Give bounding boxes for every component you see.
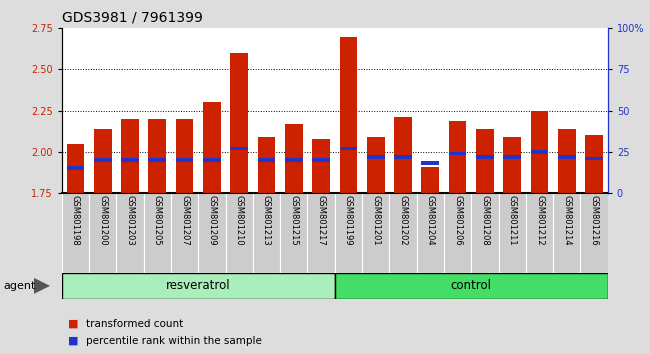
Text: GSM801200: GSM801200 (98, 195, 107, 246)
Bar (94, 129, 112, 193)
Bar (257, 158, 276, 162)
Bar (335, 193, 362, 273)
Text: GSM801210: GSM801210 (235, 195, 244, 246)
Bar (421, 161, 439, 165)
Bar (394, 117, 412, 193)
Text: GSM801215: GSM801215 (289, 195, 298, 246)
Text: resveratrol: resveratrol (166, 279, 231, 292)
Text: agent: agent (3, 281, 36, 291)
Bar (148, 119, 166, 193)
Text: GSM801206: GSM801206 (453, 195, 462, 246)
Bar (171, 193, 198, 273)
Text: GSM801214: GSM801214 (562, 195, 571, 246)
Text: GSM801201: GSM801201 (371, 195, 380, 246)
Bar (62, 273, 335, 299)
Bar (389, 193, 417, 273)
Bar (421, 167, 439, 193)
Text: GSM801217: GSM801217 (317, 195, 326, 246)
Text: percentile rank within the sample: percentile rank within the sample (86, 336, 263, 346)
Bar (176, 158, 194, 162)
Text: ■: ■ (68, 319, 79, 329)
Bar (89, 193, 116, 273)
Bar (471, 193, 499, 273)
Bar (526, 193, 553, 273)
Text: GSM801203: GSM801203 (125, 195, 135, 246)
Text: GSM801211: GSM801211 (508, 195, 517, 246)
Bar (558, 129, 576, 193)
Text: GSM801208: GSM801208 (480, 195, 489, 246)
Bar (367, 155, 385, 159)
Bar (530, 150, 549, 154)
Bar (307, 193, 335, 273)
Bar (203, 158, 221, 162)
Bar (448, 120, 467, 193)
Text: GSM801202: GSM801202 (398, 195, 408, 246)
Bar (253, 193, 280, 273)
Bar (312, 139, 330, 193)
Bar (339, 147, 358, 150)
Bar (116, 193, 144, 273)
Bar (203, 102, 221, 193)
Text: GSM801209: GSM801209 (207, 195, 216, 246)
Bar (530, 111, 549, 193)
Bar (580, 193, 608, 273)
Polygon shape (34, 278, 50, 294)
Bar (257, 137, 276, 193)
Bar (476, 155, 494, 159)
Bar (553, 193, 580, 273)
Bar (121, 119, 139, 193)
Bar (335, 273, 608, 299)
Text: GSM801204: GSM801204 (426, 195, 435, 246)
Bar (226, 193, 253, 273)
Bar (339, 36, 358, 193)
Bar (121, 158, 139, 162)
Bar (285, 124, 303, 193)
Text: GDS3981 / 7961399: GDS3981 / 7961399 (62, 11, 203, 25)
Bar (585, 135, 603, 193)
Text: ■: ■ (68, 336, 79, 346)
Bar (230, 147, 248, 150)
Bar (280, 193, 307, 273)
Text: GSM801216: GSM801216 (590, 195, 599, 246)
Bar (499, 193, 526, 273)
Bar (503, 155, 521, 159)
Bar (198, 193, 226, 273)
Text: control: control (450, 279, 492, 292)
Text: GSM801213: GSM801213 (262, 195, 271, 246)
Bar (285, 158, 303, 162)
Bar (312, 158, 330, 162)
Bar (144, 193, 171, 273)
Bar (585, 156, 603, 160)
Bar (66, 166, 84, 170)
Bar (394, 155, 412, 159)
Bar (176, 119, 194, 193)
Bar (230, 53, 248, 193)
Bar (444, 193, 471, 273)
Bar (94, 158, 112, 162)
Bar (503, 137, 521, 193)
Bar (148, 158, 166, 162)
Bar (558, 155, 576, 159)
Bar (417, 193, 444, 273)
Text: GSM801207: GSM801207 (180, 195, 189, 246)
Bar (476, 129, 494, 193)
Bar (367, 137, 385, 193)
Text: GSM801199: GSM801199 (344, 195, 353, 246)
Text: GSM801212: GSM801212 (535, 195, 544, 246)
Text: GSM801198: GSM801198 (71, 195, 80, 246)
Text: transformed count: transformed count (86, 319, 184, 329)
Bar (362, 193, 389, 273)
Text: GSM801205: GSM801205 (153, 195, 162, 246)
Bar (448, 152, 467, 155)
Bar (62, 193, 89, 273)
Bar (66, 144, 84, 193)
